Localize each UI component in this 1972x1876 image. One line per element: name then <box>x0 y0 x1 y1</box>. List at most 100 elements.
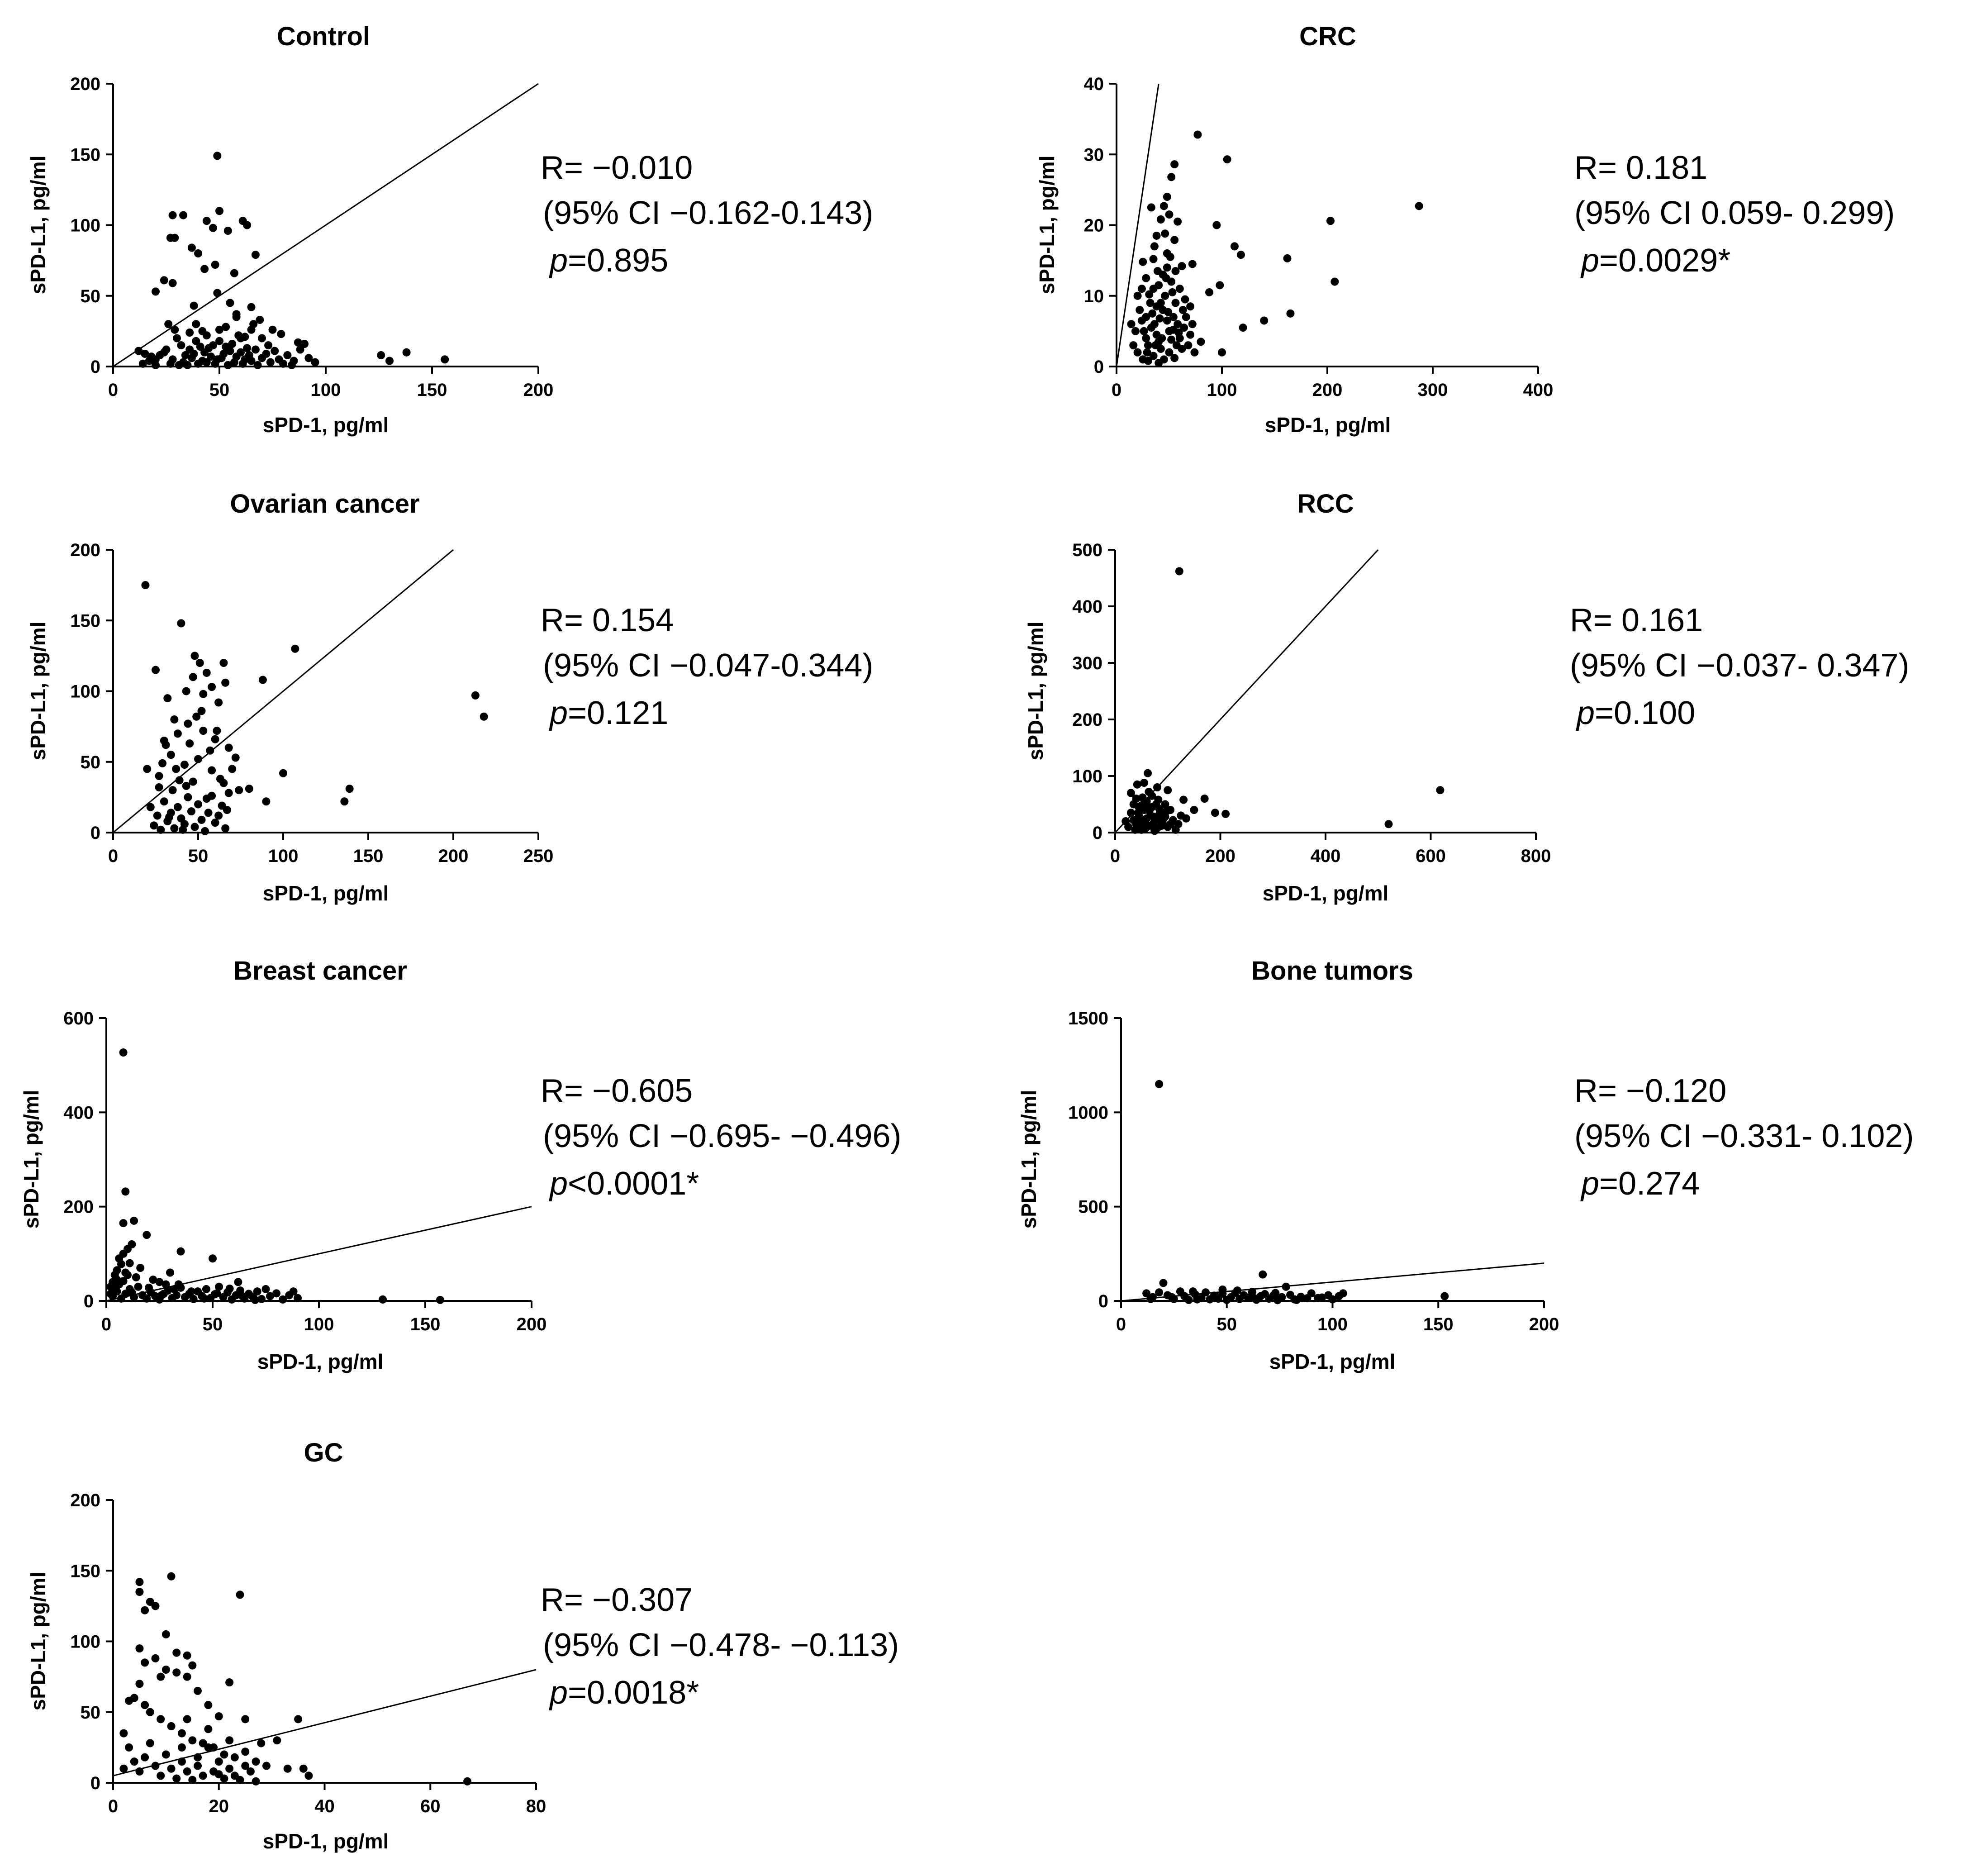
data-point <box>247 357 256 365</box>
p-symbol: p <box>1580 1166 1599 1202</box>
data-point <box>1133 780 1141 789</box>
data-point <box>228 340 237 348</box>
data-point <box>220 1750 228 1759</box>
data-point <box>1133 348 1142 357</box>
data-point <box>167 1722 176 1730</box>
data-point <box>1159 1279 1168 1287</box>
data-point <box>204 1743 213 1752</box>
data-point <box>1175 285 1184 293</box>
data-point <box>1188 260 1197 268</box>
stat-p: p=0.274 <box>1580 1166 1700 1202</box>
data-point <box>187 243 196 252</box>
data-point <box>1138 793 1147 802</box>
data-point <box>189 673 197 681</box>
data-point <box>170 824 179 833</box>
data-point <box>243 221 252 229</box>
data-point <box>279 769 287 777</box>
data-point <box>199 690 208 698</box>
p-symbol: p <box>1576 695 1595 731</box>
data-point <box>1134 809 1143 817</box>
data-point <box>273 1736 281 1745</box>
data-point <box>1155 1080 1164 1088</box>
data-point <box>264 341 273 350</box>
data-point <box>182 687 190 695</box>
data-point <box>268 325 277 334</box>
y-tick-label: 0 <box>84 1291 94 1311</box>
data-point <box>177 1743 186 1752</box>
data-point <box>208 766 216 775</box>
data-point <box>231 753 240 762</box>
data-point <box>1239 324 1247 332</box>
data-point <box>117 1260 125 1268</box>
panel-rcc: RCC sPD-1, pg/ml sPD-L1, pg/ml R= 0.161 … <box>1024 489 1909 905</box>
x-tick-label: 150 <box>417 380 447 400</box>
data-point <box>1148 309 1157 318</box>
stat-p: p=0.0018* <box>549 1675 699 1711</box>
data-point <box>1124 823 1133 831</box>
data-point <box>166 1268 174 1277</box>
data-point <box>188 1736 197 1745</box>
data-point <box>1248 1288 1256 1296</box>
data-point <box>277 330 285 338</box>
y-axis-label: sPD-L1, pg/ml <box>26 622 50 761</box>
p-symbol: p <box>549 1675 568 1711</box>
data-point <box>195 659 204 667</box>
y-tick-label: 50 <box>81 1703 101 1723</box>
panel-title: Control <box>277 22 370 51</box>
data-point <box>1171 299 1180 307</box>
data-point <box>177 1757 186 1766</box>
data-point <box>1144 341 1152 350</box>
data-point <box>1155 1288 1164 1297</box>
data-point <box>1126 809 1135 817</box>
data-point <box>119 1729 128 1738</box>
data-point <box>177 1729 186 1738</box>
data-point <box>1244 1293 1252 1302</box>
data-point <box>245 785 253 793</box>
data-point <box>207 352 215 361</box>
data-point <box>155 772 163 780</box>
x-axis-label: sPD-1, pg/ml <box>263 881 389 905</box>
data-point <box>1282 1282 1290 1291</box>
x-tick-label: 50 <box>1217 1314 1237 1334</box>
data-point <box>257 1739 266 1747</box>
data-point <box>1186 302 1195 311</box>
regression-line <box>113 83 539 367</box>
data-point <box>211 261 219 269</box>
data-point <box>1221 809 1230 818</box>
data-point <box>251 345 260 354</box>
data-point <box>200 265 209 273</box>
data-point <box>471 691 480 700</box>
data-point <box>177 619 185 628</box>
data-point <box>1151 341 1160 350</box>
plot-area: 0 20 40 60 80 0 50 100 150 200 <box>70 1490 546 1816</box>
data-point <box>189 1295 198 1303</box>
data-point <box>168 279 177 287</box>
data-point <box>128 1288 136 1297</box>
data-point <box>157 1771 165 1780</box>
data-point <box>236 1776 244 1784</box>
data-point <box>168 211 177 219</box>
data-point <box>173 729 182 738</box>
data-point <box>300 340 309 348</box>
data-point <box>145 1283 153 1292</box>
data-point <box>194 800 202 809</box>
data-point <box>480 712 488 721</box>
stat-p: p=0.895 <box>549 243 668 279</box>
data-point <box>463 1777 472 1786</box>
x-tick-label: 100 <box>268 846 299 866</box>
data-point <box>135 1644 144 1653</box>
x-tick-label: 0 <box>108 846 118 866</box>
data-point <box>204 1725 213 1733</box>
data-point <box>1193 1295 1202 1304</box>
data-point <box>1163 193 1171 201</box>
data-point <box>188 1661 197 1670</box>
data-point <box>1158 334 1166 343</box>
data-point <box>158 759 167 767</box>
data-point <box>304 354 313 362</box>
data-point <box>155 783 163 791</box>
data-point <box>1132 795 1140 803</box>
y-tick-label: 150 <box>70 145 100 165</box>
data-point <box>125 1743 133 1752</box>
x-tick-label: 50 <box>203 1314 223 1334</box>
y-tick-label: 400 <box>63 1103 94 1123</box>
